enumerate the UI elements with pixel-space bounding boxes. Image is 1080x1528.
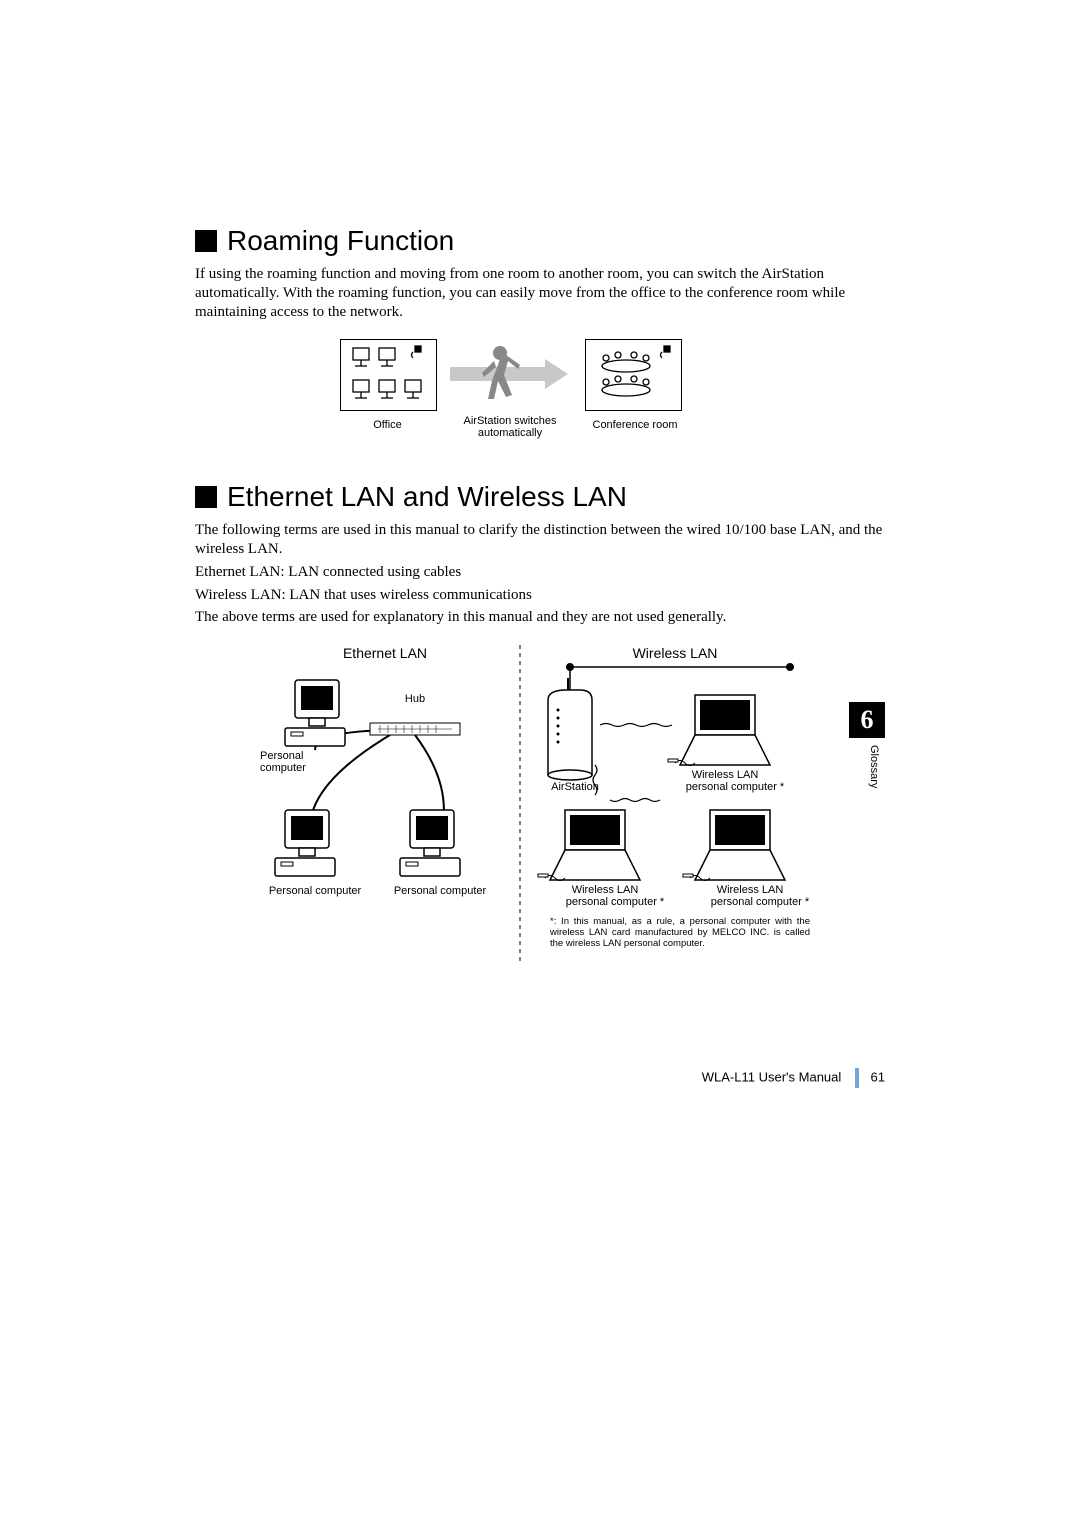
- conference-label: Conference room: [585, 419, 685, 431]
- desktop-pc-icon: [400, 810, 460, 876]
- office-label: Office: [340, 419, 435, 431]
- page-content: Roaming Function If using the roaming fu…: [195, 225, 885, 985]
- section-lan-title: Ethernet LAN and Wireless LAN: [195, 481, 885, 513]
- document-page: Roaming Function If using the roaming fu…: [0, 0, 1080, 1528]
- diagram-footnote: *: In this manual, as a rule, a personal…: [550, 917, 810, 950]
- wlan-label-line1: Wireless LAN: [572, 884, 639, 896]
- footer-separator-icon: [855, 1068, 859, 1088]
- hub-icon: [370, 723, 460, 735]
- center-label: AirStation switches automatically: [450, 415, 570, 439]
- footer-manual-name: WLA-L11 User's Manual: [702, 1069, 842, 1084]
- hub-label: Hub: [390, 693, 440, 705]
- square-bullet-icon: [195, 230, 217, 252]
- office-box: [340, 339, 437, 411]
- airstation-icon: [548, 678, 592, 780]
- desktop-pc-icon: [275, 810, 335, 876]
- section-roaming-paragraph: If using the roaming function and moving…: [195, 265, 885, 321]
- lan-p2: Ethernet LAN: LAN connected using cables: [195, 563, 885, 582]
- lan-p4: The above terms are used for explanatory…: [195, 608, 885, 627]
- desktop-pc-icon: [285, 680, 345, 746]
- wlan-label-line2: personal computer *: [666, 781, 784, 793]
- wlan-pc-label-3: Wireless LAN personal computer *: [685, 885, 815, 908]
- conference-table-icon: [586, 340, 681, 410]
- walking-person-icon: [450, 339, 570, 409]
- wlan-label-line2: personal computer *: [691, 896, 809, 908]
- laptop-icon: [538, 810, 640, 881]
- chapter-number: 6: [861, 705, 874, 734]
- pc-label-1: Personal computer: [260, 885, 370, 897]
- wlan-pc-label-1: Wireless LAN personal computer *: [660, 770, 790, 793]
- lan-p1: The following terms are used in this man…: [195, 521, 885, 559]
- office-computers-icon: [341, 340, 436, 410]
- wlan-pc-label-2: Wireless LAN personal computer *: [540, 885, 670, 908]
- chapter-tab: 6: [849, 702, 885, 738]
- lan-diagram: Ethernet LAN Wireless LAN: [260, 645, 820, 985]
- lan-p3: Wireless LAN: LAN that uses wireless com…: [195, 586, 885, 605]
- pc-label-2: Personal computer: [385, 885, 495, 897]
- airstation-label: AirStation: [540, 781, 610, 793]
- pc-label-topleft: Personal computer: [260, 750, 320, 774]
- section-roaming-title: Roaming Function: [195, 225, 885, 257]
- center-label-2: automatically: [478, 427, 542, 439]
- roaming-diagram: Office AirStation switches automatically: [340, 339, 740, 459]
- page-footer: WLA-L11 User's Manual 61: [702, 1068, 885, 1088]
- center-label-1: AirStation switches: [464, 415, 557, 427]
- square-bullet-icon: [195, 486, 217, 508]
- section-title-text: Roaming Function: [227, 225, 454, 257]
- section-title-text: Ethernet LAN and Wireless LAN: [227, 481, 627, 513]
- wlan-label-line2: personal computer *: [546, 896, 664, 908]
- chapter-label: Glossary: [868, 745, 880, 788]
- conference-box: [585, 339, 682, 411]
- wlan-label-line1: Wireless LAN: [717, 884, 784, 896]
- laptop-icon: [668, 695, 770, 766]
- footer-page-number: 61: [871, 1069, 885, 1084]
- wlan-label-line1: Wireless LAN: [692, 769, 759, 781]
- laptop-icon: [683, 810, 785, 881]
